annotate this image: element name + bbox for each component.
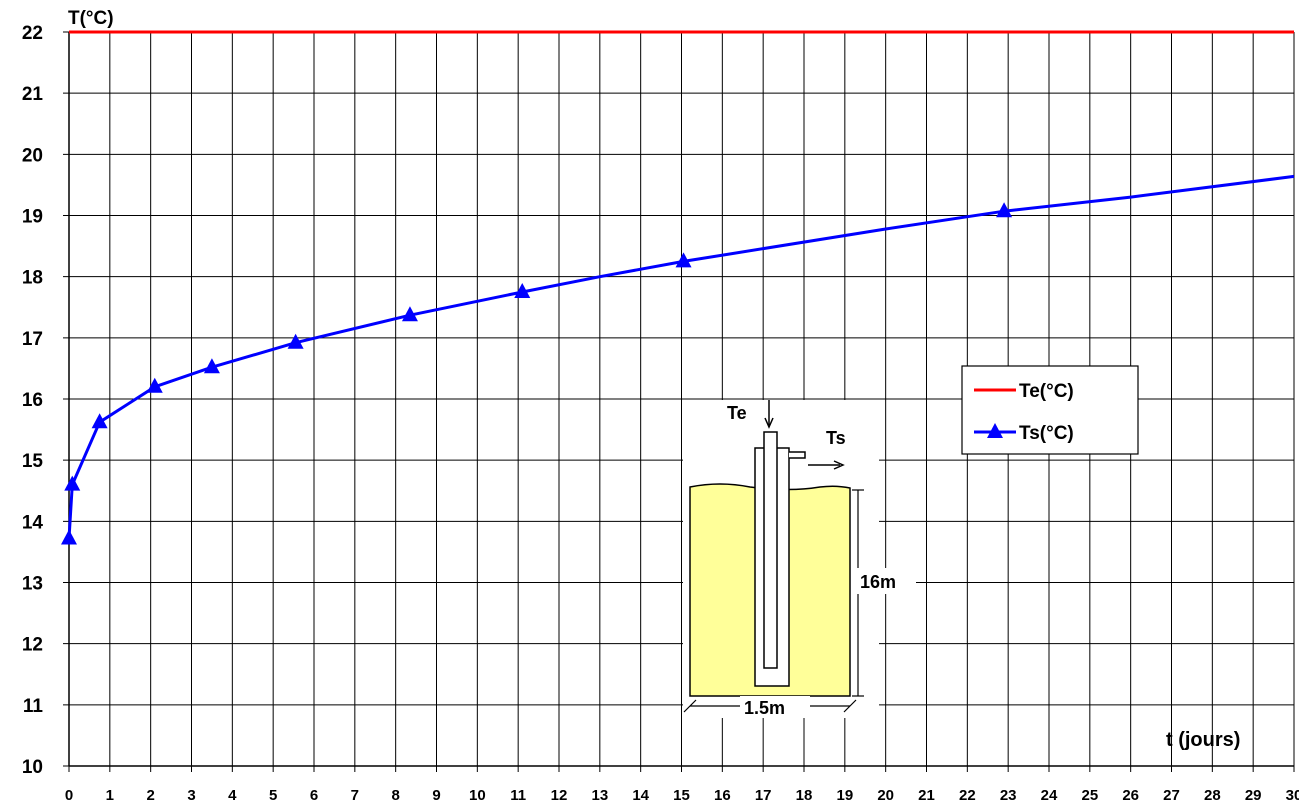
x-tick-label: 1 [106, 787, 114, 804]
data-point-1 [287, 333, 304, 349]
y-tick-label: 18 [22, 268, 43, 289]
inlet-label: Te [727, 403, 747, 423]
x-tick-label: 30 [1286, 787, 1299, 804]
y-tick-label: 11 [23, 696, 44, 717]
x-tick-label: 22 [959, 787, 976, 804]
axes [68, 32, 1294, 767]
y-tick-label: 10 [22, 757, 43, 778]
x-axis-title: t (jours) [1166, 729, 1240, 751]
x-tick-label: 2 [146, 787, 154, 804]
x-tick-label: 25 [1081, 787, 1098, 804]
y-title-bg [66, 4, 138, 28]
data-point-1 [675, 252, 692, 268]
x-tick-label: 14 [632, 787, 649, 804]
x-tick-label: 12 [551, 787, 568, 804]
outlet-label: Ts [826, 428, 846, 448]
y-tick-label: 16 [22, 390, 43, 411]
legend-label-ts: Ts(°C) [1019, 423, 1074, 444]
y-tick-label: 17 [22, 329, 43, 350]
legend-marker-ts [987, 423, 1003, 438]
width-dimension-right [843, 699, 857, 713]
data-point-1 [61, 529, 77, 545]
y-tick-label: 22 [22, 23, 43, 44]
x-tick-label: 19 [836, 787, 853, 804]
series-markers [61, 202, 1013, 545]
x-tick-label: 18 [796, 787, 813, 804]
data-point-1 [401, 306, 418, 322]
x-tick-label: 3 [187, 787, 195, 804]
data-point-1 [146, 377, 163, 393]
legend-label-te: Te(°C) [1019, 381, 1074, 402]
legend-box [961, 365, 1139, 455]
data-point-1 [996, 202, 1013, 218]
x-tick-label: 16 [714, 787, 731, 804]
x-tick-labels: 0 1 2 3 4 5 6 7 8 9 10 11 12 13 14 15 16 17 18 19 20 21 22 23 24… [65, 787, 1299, 804]
x-tick-label: 27 [1163, 787, 1180, 804]
outlet-pipe [789, 451, 806, 459]
data-point-1 [91, 413, 108, 429]
x-tick-label: 21 [918, 787, 935, 804]
data-point-1 [64, 475, 81, 491]
x-tick-label: 10 [469, 787, 486, 804]
depth-label: 16m [860, 572, 896, 592]
width-label-bg [740, 696, 810, 718]
y-tick-label: 21 [22, 84, 44, 105]
x-tick-label: 9 [432, 787, 440, 804]
inner-pipe [763, 431, 778, 669]
x-tick-label: 7 [351, 787, 359, 804]
x-tick-label: 28 [1204, 787, 1221, 804]
x-tick-label: 8 [391, 787, 399, 804]
x-tick-label: 13 [591, 787, 608, 804]
x-tick-label: 26 [1122, 787, 1139, 804]
x-tick-label: 23 [1000, 787, 1017, 804]
x-tick-label: 11 [510, 787, 526, 804]
y-tick-labels: 10 11 12 13 14 15 16 17 18 19 20 21 22 [22, 23, 44, 778]
x-tick-label: 24 [1041, 787, 1058, 804]
depth-label-bg [856, 568, 916, 594]
data-point-1 [203, 358, 220, 374]
y-tick-label: 20 [22, 145, 43, 166]
x-tick-label: 6 [310, 787, 318, 804]
series-lines [67, 30, 1295, 539]
x-tick-label: 5 [269, 787, 277, 804]
series-line-1 [67, 174, 1295, 539]
x-tick-label: 17 [755, 787, 772, 804]
x-tick-label: 15 [673, 787, 690, 804]
legend: Te(°C) Ts(°C) [961, 365, 1139, 455]
y-axis-title: T(°C) [68, 8, 114, 29]
inlet-arrow-head [764, 417, 774, 429]
y-tick-label: 12 [22, 635, 43, 656]
y-tick-label: 14 [22, 512, 44, 533]
x-tick-label: 4 [228, 787, 237, 804]
borehole-diagram: Te Ts 16m 1.5m [683, 400, 916, 718]
outlet-arrow-head [833, 460, 845, 470]
x-tick-label: 29 [1245, 787, 1262, 804]
width-dimension-left [683, 699, 697, 713]
x-tick-label: 20 [877, 787, 894, 804]
width-label: 1.5m [744, 698, 785, 718]
y-tick-label: 13 [22, 574, 43, 595]
y-tick-label: 15 [22, 451, 44, 472]
data-point-1 [514, 282, 531, 298]
y-tick-label: 19 [22, 207, 43, 228]
x-tick-label: 0 [65, 787, 73, 804]
